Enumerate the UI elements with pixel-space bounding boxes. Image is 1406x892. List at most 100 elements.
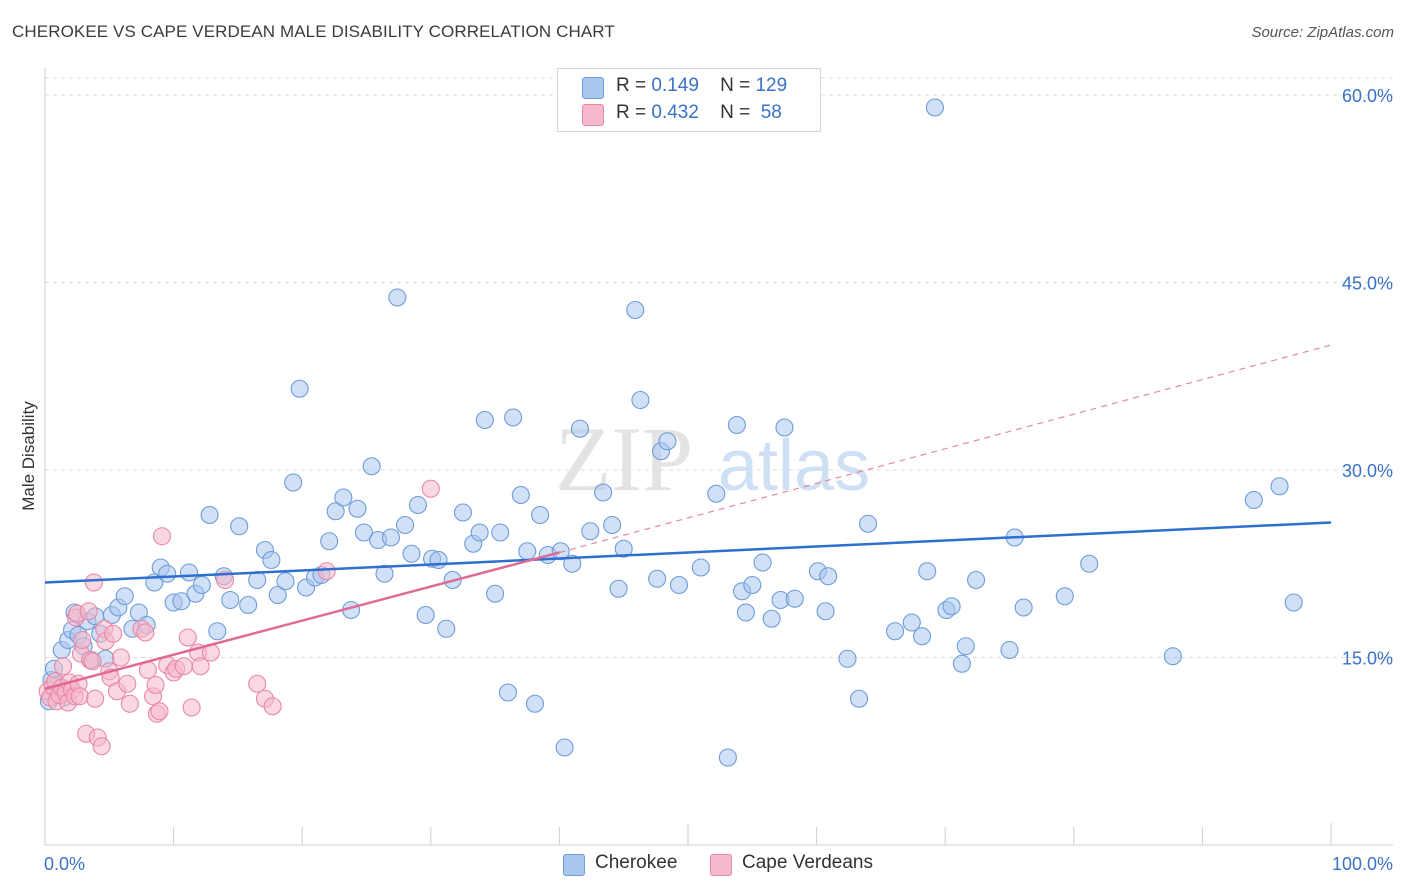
cape-verdean-trend-extension — [559, 344, 1332, 554]
cherokee-point — [362, 457, 381, 476]
cherokee-point — [736, 603, 755, 622]
cape-verdean-point — [152, 527, 172, 546]
cherokee-point — [192, 575, 211, 595]
cherokee-point — [388, 288, 407, 307]
tick-labels: 15.0% 30.0% 45.0% 60.0% 0.0% 100.0% — [44, 86, 1393, 874]
watermark-atlas: atlas — [718, 426, 870, 506]
cape-verdean-point — [317, 562, 336, 581]
legend-swatch-cherokee — [582, 77, 604, 99]
cherokee-point — [326, 502, 345, 521]
cherokee-point — [952, 654, 971, 673]
cherokee-point — [290, 379, 309, 398]
cape-verdean-point — [92, 737, 111, 756]
cherokee-point — [486, 584, 505, 603]
cherokee-point — [555, 738, 574, 757]
cherokee-point — [570, 419, 590, 438]
grid-lines — [45, 77, 1393, 658]
cherokee-point — [504, 408, 523, 427]
cherokee-point — [918, 562, 937, 581]
cape-verdean-point — [178, 628, 197, 647]
cherokee-point — [648, 569, 667, 588]
axes — [44, 68, 1393, 846]
cherokee-point — [239, 595, 258, 615]
cherokee-point — [475, 410, 494, 430]
cape-verdean-point — [182, 698, 201, 717]
cherokee-point — [158, 564, 177, 583]
cherokee-point — [1055, 587, 1074, 606]
cherokee-point — [942, 597, 961, 616]
cape-verdean-point — [150, 702, 169, 721]
cherokee-point — [276, 572, 295, 591]
x-tick-label: 100.0% — [1332, 854, 1393, 874]
cape-verdean-point — [118, 674, 137, 693]
cape-verdean-point — [83, 652, 102, 671]
legend-r-value: 0.149 — [651, 75, 699, 96]
cherokee-point — [902, 613, 921, 632]
bottom-legend-label: Cape Verdeans — [742, 852, 873, 873]
cape-verdean-point — [53, 657, 73, 676]
cherokee-point — [498, 683, 518, 702]
cherokee-point — [913, 627, 932, 646]
cherokee-point — [179, 563, 199, 582]
cherokee-point — [518, 542, 537, 561]
legend-n-value: 129 — [755, 75, 788, 96]
cape-verdean-point — [104, 624, 123, 643]
cherokee-point — [581, 522, 600, 541]
cherokee-point — [525, 694, 545, 713]
cherokee-point — [609, 579, 628, 598]
cape-verdean-point — [263, 697, 282, 716]
cherokee-point — [816, 602, 835, 621]
cherokee-point — [470, 523, 489, 542]
cherokee-point — [785, 589, 804, 608]
cape-verdean-point — [70, 687, 89, 706]
y-tick-label: 15.0% — [1342, 649, 1393, 669]
cherokee-point — [838, 649, 857, 668]
cape-verdean-point — [174, 657, 193, 676]
y-tick-label: 60.0% — [1342, 86, 1393, 106]
cape-verdean-point — [120, 694, 139, 713]
cape-verdean-point — [248, 674, 267, 693]
cherokee-point — [819, 567, 838, 586]
cherokee-trend-line — [44, 521, 1332, 584]
cherokee-point — [956, 637, 975, 656]
cherokee-point — [230, 517, 249, 536]
cherokee-point — [743, 575, 762, 595]
legend-r-label: R = — [616, 102, 647, 123]
cherokee-point — [727, 415, 746, 435]
cherokee-point — [416, 605, 435, 625]
legend-n-label: N = — [720, 102, 751, 123]
correlation-legend: R = 0.149 N = 129 R = 0.432 N = 58 — [557, 68, 821, 132]
cherokee-point — [334, 488, 353, 507]
cape-verdean-point — [136, 623, 155, 642]
cape-verdean-point — [79, 602, 98, 621]
cherokee-point — [1163, 647, 1182, 666]
cape-verdean-point — [146, 675, 165, 695]
cherokee-point — [614, 539, 633, 558]
cherokee-point — [718, 748, 737, 767]
cherokee-point — [563, 554, 582, 573]
cape-verdean-point — [84, 573, 103, 592]
cherokee-point — [268, 585, 287, 605]
cherokee-point — [284, 473, 303, 492]
cherokee-point — [429, 550, 448, 570]
cherokee-point — [396, 515, 415, 535]
y-axis-label: Male Disability — [19, 401, 38, 511]
cherokee-point — [551, 542, 570, 561]
cherokee-point — [691, 558, 710, 577]
cherokee-point — [631, 390, 650, 410]
cherokee-point — [594, 483, 613, 502]
cape-verdean-point — [215, 570, 235, 590]
cherokee-point — [858, 514, 878, 533]
cherokee-point — [221, 590, 240, 610]
cherokee-point — [354, 523, 373, 542]
cherokee-point — [885, 622, 905, 641]
cherokee-point — [453, 503, 473, 522]
cape-verdean-point — [86, 689, 105, 708]
cherokee-point — [375, 564, 394, 583]
x-tick-label: 0.0% — [44, 854, 85, 874]
cherokee-point — [491, 523, 510, 542]
cape-verdean-point — [191, 657, 210, 676]
legend-r-value: 0.432 — [651, 102, 699, 123]
cherokee-point — [511, 485, 530, 505]
cherokee-point — [626, 300, 645, 320]
